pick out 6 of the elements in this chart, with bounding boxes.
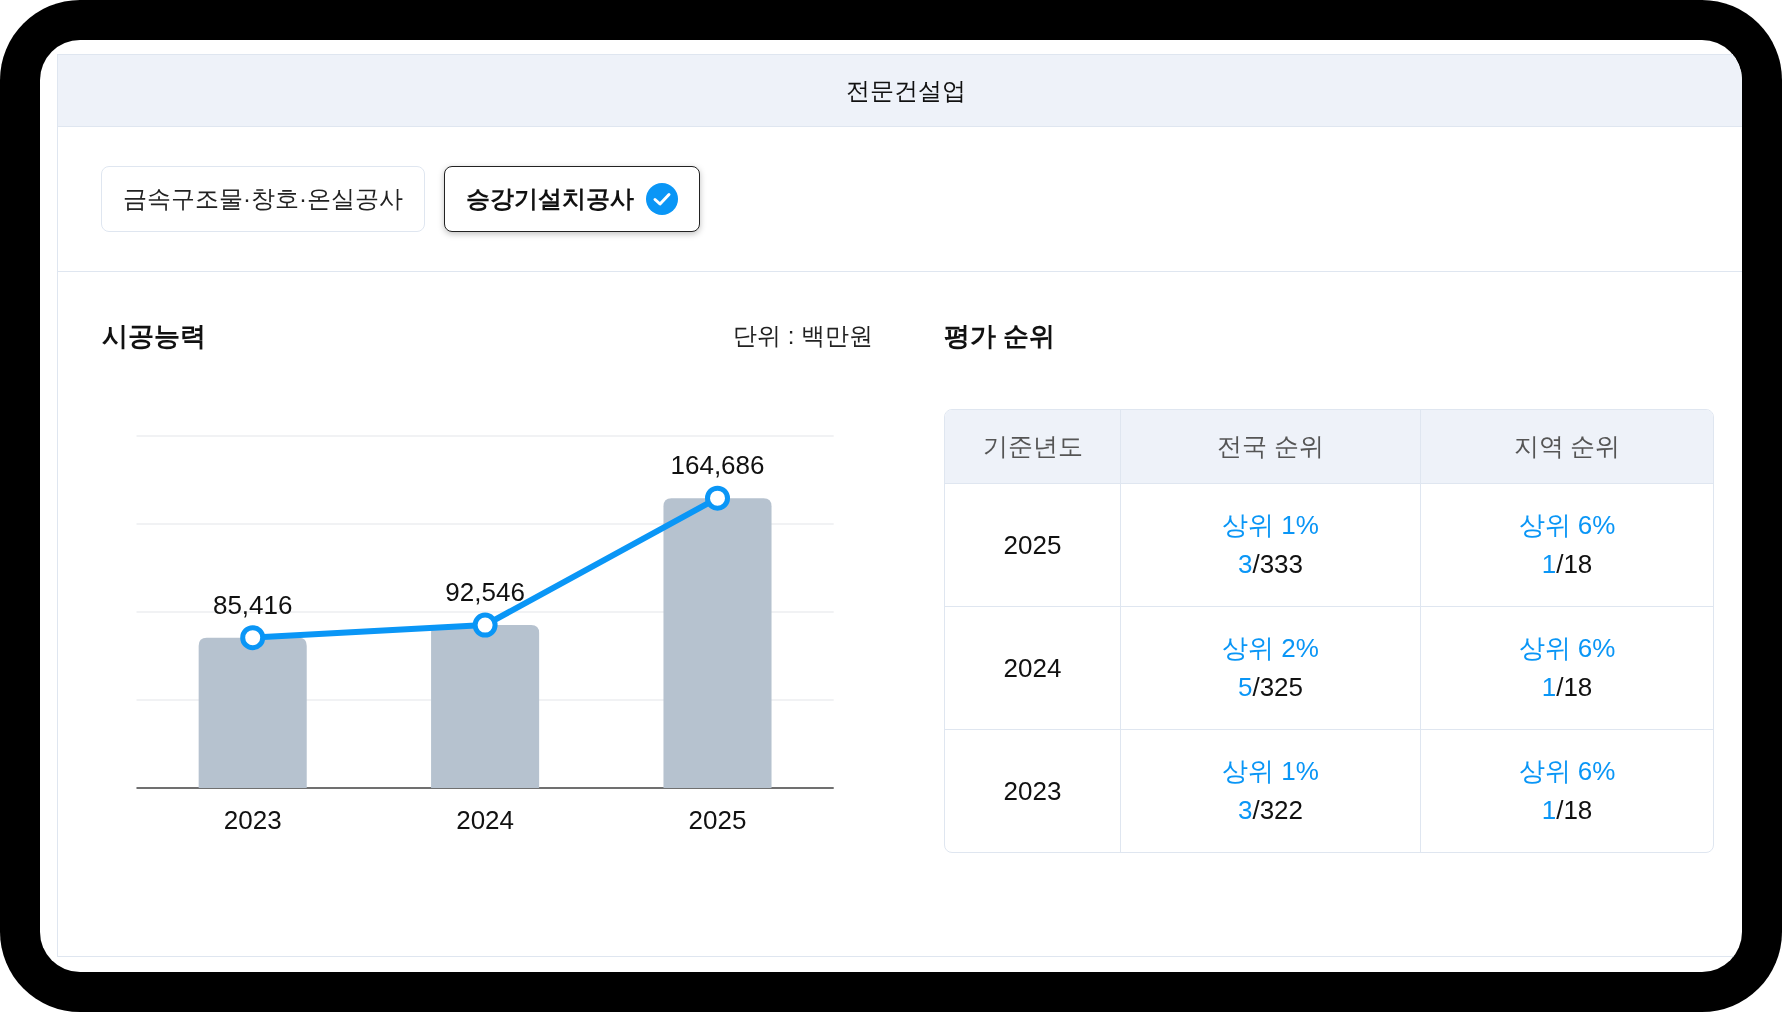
title: 전문건설업	[846, 75, 966, 106]
tab: 승강기설치공사	[444, 166, 700, 232]
annotation: 단위 : 백만원	[733, 321, 873, 351]
title: 시공능력	[102, 320, 206, 353]
title: 평가 순위	[944, 320, 1056, 353]
tab: 금속구조물·창호·온실공사	[101, 166, 425, 232]
